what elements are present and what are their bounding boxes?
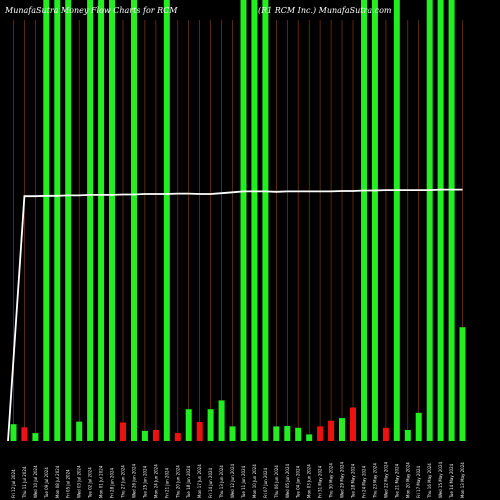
bar — [350, 407, 356, 441]
bar — [174, 433, 181, 441]
bar — [141, 430, 148, 441]
bar — [32, 433, 39, 441]
line-layer — [7, 188, 463, 442]
bar — [448, 0, 455, 441]
bar — [65, 0, 72, 441]
x-tick-label: Wed 05 Jun 2024 — [285, 463, 290, 498]
x-tick-label: Fri 21 Jun 2024 — [164, 467, 169, 498]
x-tick-label: Tue 21 May 2024 — [394, 463, 399, 499]
bar — [306, 434, 313, 441]
x-tick-label: Fri 12 Jul 2024 — [11, 469, 16, 498]
x-tick-label: Mon 17 Jun 2024 — [197, 464, 202, 498]
bar — [361, 0, 367, 441]
bar-layer — [10, 0, 466, 441]
bar — [54, 0, 61, 441]
chart-subtitle: (R1 RCM Inc.) MunafaSutra.com — [258, 6, 392, 15]
bar — [131, 0, 137, 441]
x-tick-label: Fri 28 Jun 2024 — [110, 467, 115, 498]
x-tick-label: Tue 14 May 2024 — [449, 463, 454, 499]
bar — [76, 421, 83, 441]
tick-label-layer: Fri 12 Jul 2024 Thu 11 Jul 2024 Wed 10 Jul… — [11, 461, 465, 499]
x-tick-label: Thu 11 Jul 2024 — [22, 466, 27, 499]
x-tick-label: Wed 29 May 2024 — [340, 461, 345, 498]
bar — [393, 0, 400, 441]
x-tick-label: Fri 17 May 2024 — [416, 465, 421, 498]
bar — [229, 426, 236, 441]
x-tick-label: Thu 27 Jun 2024 — [121, 465, 126, 499]
x-tick-label: Wed 26 Jun 2024 — [132, 463, 137, 498]
bar — [426, 0, 433, 441]
x-tick-label: Wed 03 Jul 2024 — [77, 465, 82, 498]
bar — [152, 430, 159, 441]
bar — [207, 409, 214, 441]
bar — [43, 0, 50, 441]
x-tick-label: Wed 15 May 2024 — [438, 461, 443, 498]
bar — [284, 426, 291, 441]
bar — [317, 426, 324, 441]
bar — [251, 0, 258, 441]
bar — [109, 0, 115, 441]
bar — [262, 0, 269, 441]
x-tick-label: Thu 30 May 2024 — [329, 463, 334, 499]
x-tick-label: Fri 31 May 2024 — [318, 465, 323, 498]
bar — [339, 418, 345, 441]
x-tick-label: Mon 01 Jul 2024 — [99, 465, 104, 498]
bar — [87, 0, 94, 441]
chart-title: MunafaSutra Money Flow Charts for RCM — [4, 6, 178, 15]
x-tick-label: Fri 24 May 2024 — [362, 465, 367, 498]
x-tick-label: Fri 07 Jun 2024 — [263, 467, 268, 498]
bar — [163, 0, 170, 441]
bar — [10, 424, 17, 441]
x-tick-label: Mon 13 May 2024 — [460, 462, 465, 498]
x-tick-label: Fri 14 Jun 2024 — [208, 467, 213, 498]
x-tick-label: Mon 20 May 2024 — [405, 462, 410, 498]
x-tick-label: Mon 24 Jun 2024 — [153, 464, 158, 498]
bar — [21, 427, 28, 441]
bar — [273, 426, 280, 441]
x-tick-label: Tue 18 Jun 2024 — [186, 465, 191, 499]
bar — [328, 420, 335, 441]
bar — [415, 412, 422, 441]
x-tick-label: Thu 13 Jun 2024 — [219, 465, 224, 499]
x-tick-label: Thu 23 May 2024 — [372, 463, 377, 499]
bar — [382, 427, 389, 441]
x-tick-label: Thu 06 Jun 2024 — [274, 465, 279, 499]
x-tick-label: Mon 10 Jun 2024 — [252, 464, 257, 498]
bar — [295, 427, 302, 441]
bar — [404, 430, 411, 441]
x-tick-label: Tue 02 Jul 2024 — [88, 467, 93, 499]
x-tick-label: Mon 03 Jun 2024 — [307, 464, 312, 498]
x-tick-label: Tue 28 May 2024 — [351, 463, 356, 499]
bar — [218, 400, 225, 441]
x-tick-label: Wed 10 Jul 2024 — [33, 465, 38, 498]
x-tick-label: Wed 22 May 2024 — [383, 461, 388, 498]
bar — [185, 409, 192, 441]
bar — [120, 422, 126, 441]
bar — [371, 0, 378, 441]
bar — [196, 422, 203, 441]
bar — [240, 0, 247, 441]
x-tick-label: Thu 16 May 2024 — [427, 463, 432, 499]
x-tick-label: Tue 09 Jul 2024 — [44, 467, 49, 499]
bar — [437, 0, 444, 441]
x-tick-label: Fri 05 Jul 2024 — [66, 469, 71, 498]
x-tick-label: Thu 20 Jun 2024 — [175, 465, 180, 499]
trend-line — [7, 188, 463, 442]
bar — [459, 327, 466, 441]
x-tick-label: Tue 11 Jun 2024 — [241, 465, 246, 499]
x-tick-label: Tue 04 Jun 2024 — [296, 465, 301, 499]
bar — [98, 0, 105, 441]
x-tick-label: Mon 08 Jul 2024 — [55, 465, 60, 498]
x-tick-label: Wed 12 Jun 2024 — [230, 463, 235, 498]
x-tick-label: Tue 25 Jun 2024 — [142, 465, 147, 499]
